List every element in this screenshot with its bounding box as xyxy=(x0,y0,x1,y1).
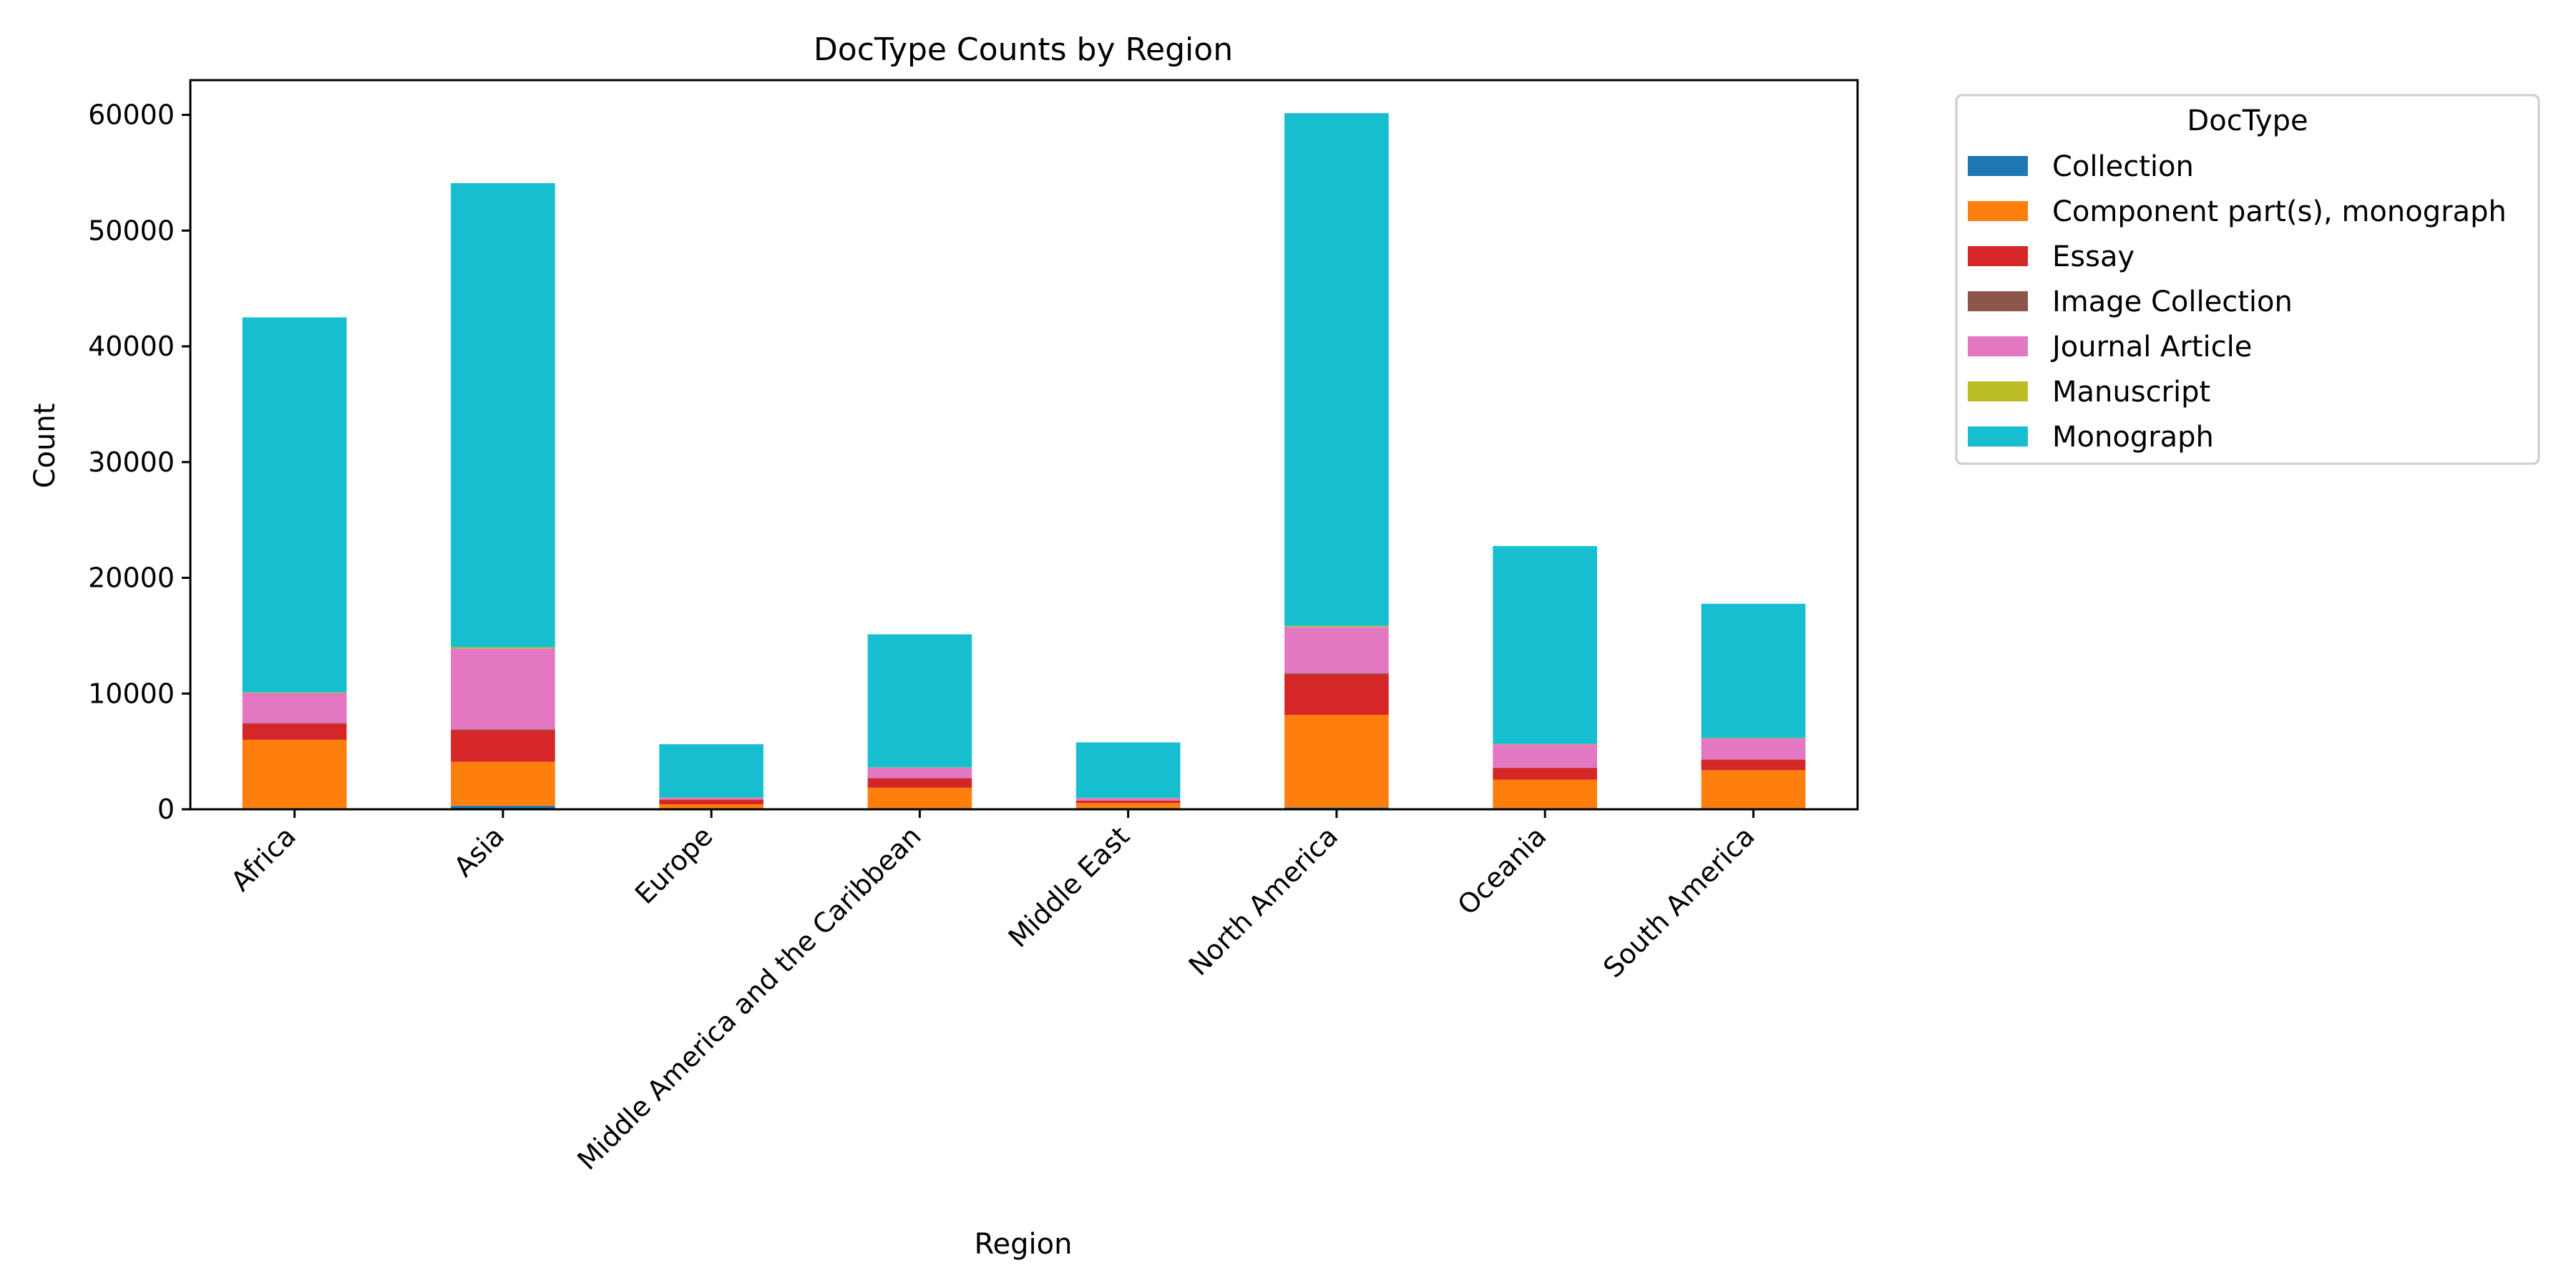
bar-segment-6-6 xyxy=(1493,546,1597,744)
bar-segment-1-2 xyxy=(451,731,555,762)
bar-segment-3-6 xyxy=(867,634,972,768)
bar-segment-1-5 xyxy=(451,647,555,649)
bar-segment-5-3 xyxy=(1284,673,1389,675)
bar-segment-6-3 xyxy=(1493,767,1597,769)
bar-segment-2-2 xyxy=(659,799,763,805)
bar-segment-6-4 xyxy=(1493,744,1597,768)
bar-segment-6-1 xyxy=(1493,779,1597,809)
bar-segment-4-4 xyxy=(1075,798,1181,801)
bar-segment-7-1 xyxy=(1701,770,1806,809)
bar-segment-5-2 xyxy=(1284,674,1389,716)
y-tick-label-3: 30000 xyxy=(88,447,175,478)
bar-segment-7-6 xyxy=(1701,603,1806,738)
y-tick-label-0: 0 xyxy=(157,794,175,825)
bar-segment-6-5 xyxy=(1493,743,1597,745)
x-tick-label-0: Africa xyxy=(225,820,302,897)
x-tick-label-1: Asia xyxy=(448,820,510,882)
y-tick-label-1: 10000 xyxy=(88,678,175,709)
y-axis-ticks: 0 10000 20000 30000 40000 50000 60000 xyxy=(88,99,190,825)
legend-swatch-3 xyxy=(1968,291,2028,311)
legend-label-4: Journal Article xyxy=(2050,331,2252,364)
legend-swatch-1 xyxy=(1968,201,2028,221)
x-tick-label-7: South America xyxy=(1597,820,1761,984)
bar-segment-1-1 xyxy=(451,761,555,806)
bar-segment-1-0 xyxy=(451,806,555,809)
plot-frame xyxy=(189,79,1859,811)
legend-label-1: Component part(s), monograph xyxy=(2052,195,2507,228)
y-tick-label-5: 50000 xyxy=(88,215,175,246)
bar-segment-7-2 xyxy=(1701,759,1806,771)
bar-segment-1-4 xyxy=(451,648,555,730)
bar-segment-2-1 xyxy=(659,804,763,809)
y-tick-label-4: 40000 xyxy=(88,331,175,362)
bar-segment-1-3 xyxy=(451,729,555,731)
bar-segment-4-1 xyxy=(1075,803,1181,809)
bars-layer xyxy=(242,113,1806,809)
bar-segment-1-6 xyxy=(451,182,555,648)
x-tick-label-2: Europe xyxy=(629,820,719,910)
bar-segment-3-2 xyxy=(867,778,972,788)
bar-segment-5-1 xyxy=(1284,715,1389,808)
bar-segment-5-5 xyxy=(1284,625,1389,628)
bar-segment-0-4 xyxy=(242,693,347,723)
x-tick-label-3: Middle America and the Caribbean xyxy=(571,820,927,1176)
bar-segment-3-4 xyxy=(867,767,972,779)
legend-label-6: Monograph xyxy=(2052,421,2214,454)
x-tick-label-6: Oceania xyxy=(1451,820,1552,921)
legend-swatch-6 xyxy=(1968,426,2028,447)
bar-segment-0-1 xyxy=(242,739,347,809)
bar-segment-0-3 xyxy=(242,723,347,724)
bar-segment-3-1 xyxy=(867,787,972,809)
bar-segment-7-3 xyxy=(1701,759,1806,760)
legend-box xyxy=(1955,94,2540,465)
bar-segment-0-6 xyxy=(242,317,347,693)
legend-swatch-4 xyxy=(1968,336,2028,356)
bar-segment-5-6 xyxy=(1284,113,1389,626)
bar-segment-5-4 xyxy=(1284,627,1389,673)
x-tick-label-5: North America xyxy=(1183,820,1345,982)
bar-segment-0-2 xyxy=(242,723,347,740)
x-axis-label: Region xyxy=(975,1228,1073,1261)
y-tick-label-6: 60000 xyxy=(88,99,175,131)
legend-swatch-5 xyxy=(1968,381,2028,401)
bar-segment-6-2 xyxy=(1493,768,1597,780)
bar-segment-7-4 xyxy=(1701,738,1806,760)
y-axis-label: Count xyxy=(29,404,62,489)
bar-segment-4-2 xyxy=(1075,801,1181,804)
legend: DocType Collection Component part(s), mon… xyxy=(1955,94,2540,465)
chart-title: DocType Counts by Region xyxy=(814,31,1233,68)
bar-segment-2-6 xyxy=(659,744,763,798)
legend-label-0: Collection xyxy=(2052,150,2194,183)
bar-segment-2-4 xyxy=(659,797,763,800)
legend-label-3: Image Collection xyxy=(2052,286,2293,318)
bar-segment-4-6 xyxy=(1075,742,1181,799)
legend-label-5: Manuscript xyxy=(2052,376,2210,409)
legend-title: DocType xyxy=(2187,104,2308,137)
y-tick-label-2: 20000 xyxy=(88,562,175,594)
legend-label-2: Essay xyxy=(2052,240,2135,273)
legend-swatch-2 xyxy=(1968,246,2028,266)
x-tick-label-4: Middle East xyxy=(1002,820,1136,953)
legend-swatch-0 xyxy=(1968,156,2028,176)
